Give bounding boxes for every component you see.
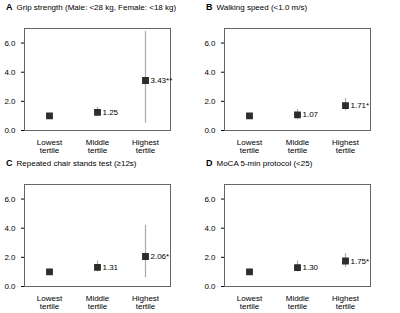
svg-text:1.75*: 1.75* [351, 257, 370, 266]
svg-text:2.0: 2.0 [204, 97, 216, 106]
svg-text:Lowesttertile: Lowesttertile [237, 138, 263, 155]
svg-text:Lowesttertile: Lowesttertile [237, 294, 263, 311]
svg-text:0.0: 0.0 [4, 126, 16, 135]
svg-text:Middletertile: Middletertile [86, 294, 110, 311]
svg-text:Lowesttertile: Lowesttertile [37, 294, 63, 311]
svg-text:1.30: 1.30 [303, 263, 319, 272]
svg-text:4.0: 4.0 [204, 224, 216, 233]
svg-text:2.0: 2.0 [4, 97, 16, 106]
svg-text:2.0: 2.0 [4, 253, 16, 262]
svg-text:Middletertile: Middletertile [286, 294, 310, 311]
svg-text:6.0: 6.0 [4, 39, 16, 48]
svg-text:Highesttertile: Highesttertile [332, 294, 360, 311]
svg-text:6.0: 6.0 [204, 39, 216, 48]
svg-text:Highesttertile: Highesttertile [132, 138, 160, 155]
svg-text:Highesttertile: Highesttertile [132, 294, 160, 311]
svg-text:2.06*: 2.06* [151, 252, 170, 261]
svg-text:Lowesttertile: Lowesttertile [37, 138, 63, 155]
svg-text:2.0: 2.0 [204, 253, 216, 262]
html-text:C Repeated chair stands test (: C Repeated chair stands test (≥12s) [6, 158, 137, 168]
html-text:A Grip strength (Male: <28 kg,: A Grip strength (Male: <28 kg, Female: <… [6, 2, 177, 12]
svg-text:4.0: 4.0 [204, 68, 216, 77]
svg-text:Middletertile: Middletertile [86, 138, 110, 155]
svg-text:4.0: 4.0 [4, 68, 16, 77]
svg-text:6.0: 6.0 [4, 195, 16, 204]
svg-text:Highesttertile: Highesttertile [332, 138, 360, 155]
html-text:B Walking speed (<1.0 m/s): B Walking speed (<1.0 m/s) [206, 2, 308, 12]
svg-text:0.0: 0.0 [4, 282, 16, 291]
svg-text:1.71*: 1.71* [351, 101, 370, 110]
html-text:D MoCA 5-min protocol (<25): D MoCA 5-min protocol (<25) [206, 158, 313, 168]
svg-text:6.0: 6.0 [204, 195, 216, 204]
svg-text:1.25: 1.25 [103, 108, 119, 117]
svg-text:1.07: 1.07 [303, 110, 319, 119]
svg-text:1.31: 1.31 [103, 263, 119, 272]
svg-text:0.0: 0.0 [204, 126, 216, 135]
svg-text:0.0: 0.0 [204, 282, 216, 291]
svg-text:4.0: 4.0 [4, 224, 16, 233]
svg-text:3.43**: 3.43** [151, 76, 173, 85]
svg-text:Middletertile: Middletertile [286, 138, 310, 155]
